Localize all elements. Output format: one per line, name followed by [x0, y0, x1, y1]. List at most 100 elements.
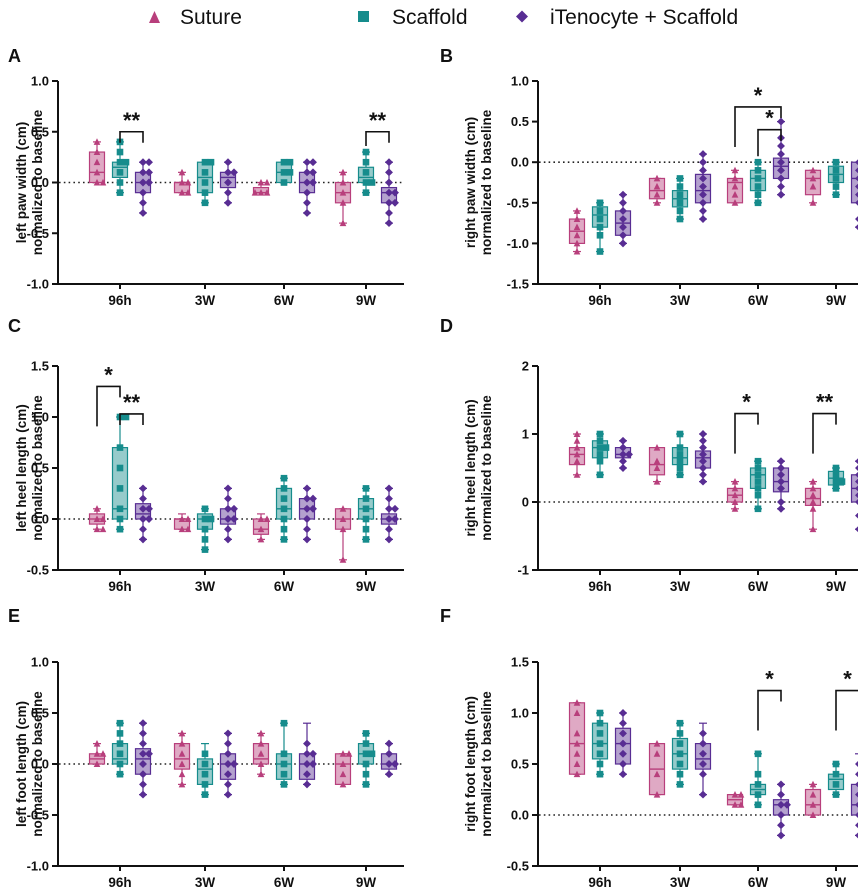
- data-point-scaffold: [280, 536, 288, 543]
- data-point-scaffold: [201, 770, 209, 778]
- data-point-scaffold: [754, 199, 762, 207]
- y-axis-label: right heel length (cm): [463, 399, 478, 536]
- legend-label-suture: Suture: [180, 6, 242, 29]
- data-point-scaffold: [832, 158, 840, 166]
- box-scaffold: [671, 175, 689, 223]
- data-point-suture: [339, 750, 347, 757]
- significance-bracket: *: [734, 390, 759, 454]
- x-tick-label: 6W: [748, 875, 769, 890]
- data-point-scaffold: [754, 183, 762, 190]
- data-point-itenocyte-scaffold: [855, 822, 858, 829]
- data-point-scaffold: [754, 505, 762, 513]
- data-point-itenocyte-scaffold: [230, 168, 238, 177]
- box-suture: [251, 178, 271, 196]
- significance-bracket: *: [734, 83, 782, 147]
- data-point-suture: [573, 750, 581, 757]
- panel-letter: B: [440, 46, 453, 66]
- data-point-scaffold: [596, 215, 604, 223]
- data-point-scaffold: [201, 505, 209, 513]
- triangle-marker-icon: [149, 11, 160, 23]
- data-point-itenocyte-scaffold: [855, 492, 858, 499]
- data-point-itenocyte-scaffold: [391, 198, 399, 207]
- data-point-scaffold: [754, 175, 762, 182]
- data-point-scaffold: [116, 719, 124, 727]
- box-suture: [804, 166, 822, 206]
- data-point-scaffold: [122, 158, 130, 166]
- data-point-suture: [93, 505, 101, 512]
- data-point-itenocyte-scaffold: [224, 535, 232, 544]
- data-point-suture: [653, 174, 661, 182]
- data-point-scaffold: [676, 781, 684, 788]
- box-itenocyte-scaffold: [772, 457, 790, 513]
- x-tick-label: 9W: [356, 579, 377, 594]
- data-point-suture: [339, 219, 347, 227]
- data-point-itenocyte-scaffold: [139, 515, 147, 523]
- data-point-itenocyte-scaffold: [139, 770, 147, 779]
- data-point-scaffold: [596, 770, 604, 778]
- data-point-itenocyte-scaffold: [777, 158, 785, 167]
- data-point-itenocyte-scaffold: [619, 464, 627, 472]
- data-point-scaffold: [280, 505, 288, 513]
- legend: Suture Scaffold iTenocyte + Scaffold: [149, 6, 738, 29]
- data-point-itenocyte-scaffold: [224, 178, 232, 187]
- data-point-suture: [93, 739, 101, 747]
- y-tick-label: 1.0: [31, 655, 49, 670]
- box-suture: [804, 477, 822, 533]
- data-point-scaffold: [676, 430, 684, 438]
- data-point-scaffold: [838, 478, 846, 485]
- data-point-scaffold: [596, 437, 604, 445]
- data-point-scaffold: [116, 464, 124, 472]
- data-point-scaffold: [280, 158, 288, 166]
- data-point-suture: [93, 138, 101, 145]
- data-point-scaffold: [754, 791, 762, 798]
- box-itenocyte-scaffold: [134, 719, 153, 799]
- significance-bracket: *: [96, 362, 121, 427]
- data-point-itenocyte-scaffold: [619, 719, 627, 728]
- data-point-itenocyte-scaffold: [309, 749, 317, 758]
- data-point-suture: [257, 750, 265, 757]
- data-point-suture: [653, 750, 661, 757]
- x-tick-label: 96h: [588, 875, 611, 890]
- diamond-marker-icon: [516, 10, 528, 23]
- data-point-suture: [99, 515, 107, 522]
- data-point-itenocyte-scaffold: [619, 760, 627, 768]
- data-point-itenocyte-scaffold: [699, 770, 707, 779]
- data-point-itenocyte-scaffold: [777, 800, 785, 809]
- data-point-itenocyte-scaffold: [309, 168, 317, 177]
- data-point-suture: [809, 811, 817, 818]
- data-point-scaffold: [122, 413, 130, 421]
- x-tick-label: 9W: [356, 875, 377, 890]
- data-point-scaffold: [280, 760, 288, 768]
- data-point-suture: [339, 189, 347, 196]
- data-point-scaffold: [596, 207, 604, 215]
- data-point-itenocyte-scaffold: [309, 494, 317, 503]
- box-suture: [88, 138, 107, 186]
- data-point-suture: [93, 760, 101, 767]
- panel-letter: D: [440, 316, 453, 336]
- y-axis-label-line2: normalized to baseline: [479, 109, 494, 255]
- box-scaffold: [111, 719, 129, 778]
- data-point-itenocyte-scaffold: [224, 749, 232, 758]
- box-suture: [334, 750, 353, 788]
- data-point-itenocyte-scaffold: [699, 464, 707, 472]
- data-point-suture: [653, 199, 661, 206]
- data-point-suture: [263, 515, 271, 522]
- data-point-scaffold: [676, 471, 684, 479]
- data-point-suture: [809, 174, 817, 182]
- significance-bracket: **: [119, 390, 144, 425]
- data-point-scaffold: [280, 485, 288, 492]
- data-point-itenocyte-scaffold: [224, 504, 232, 513]
- data-point-itenocyte-scaffold: [303, 504, 311, 513]
- data-point-itenocyte-scaffold: [303, 739, 311, 748]
- box-scaffold: [357, 148, 376, 196]
- data-point-scaffold: [754, 750, 762, 758]
- data-point-scaffold: [676, 444, 684, 451]
- data-point-suture: [809, 491, 817, 499]
- data-point-itenocyte-scaffold: [385, 525, 393, 534]
- data-point-suture: [731, 484, 739, 492]
- data-point-suture: [257, 770, 265, 778]
- data-point-itenocyte-scaffold: [855, 499, 858, 505]
- y-tick-label: -1.0: [507, 236, 529, 251]
- data-point-suture: [345, 750, 353, 757]
